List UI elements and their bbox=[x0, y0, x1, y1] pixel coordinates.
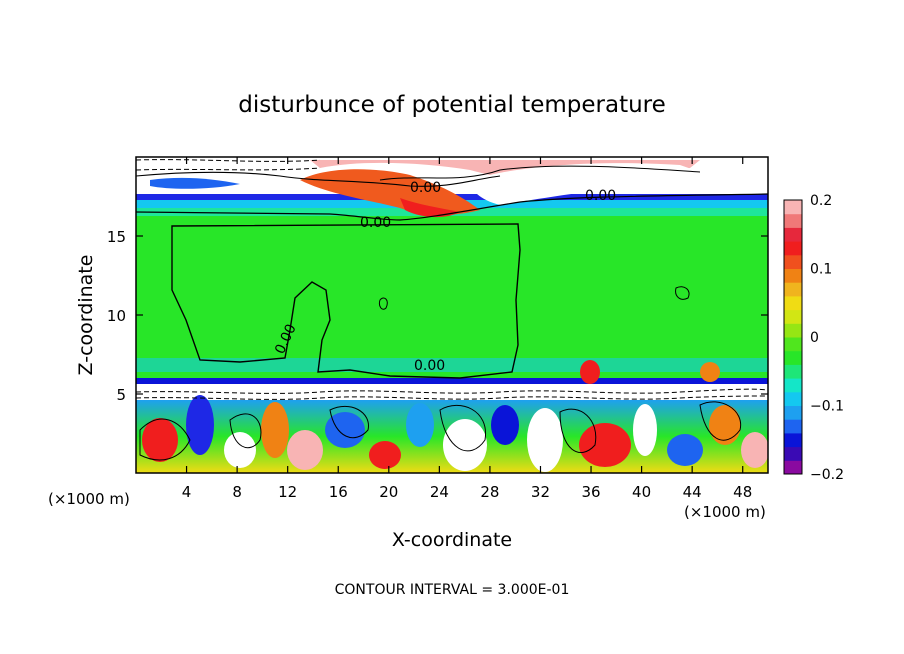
colorbar-segment bbox=[784, 350, 802, 365]
x-axis: 4 8 12 16 20 24 28 32 36 40 44 48 bbox=[182, 157, 752, 501]
x-tick-label: 44 bbox=[683, 483, 702, 501]
colorbar-ticks: 0.2 0.1 0 −0.1 −0.2 bbox=[810, 193, 844, 483]
x-tick-label: 32 bbox=[531, 483, 550, 501]
colorbar bbox=[784, 200, 802, 475]
lower-eddy bbox=[491, 405, 519, 445]
contour-line bbox=[379, 286, 690, 310]
y-tick-label: 5 bbox=[116, 386, 126, 404]
colorbar-segment bbox=[784, 337, 802, 352]
upper-left-cold bbox=[150, 177, 240, 189]
lower-eddy bbox=[709, 405, 741, 445]
colorbar-segment bbox=[784, 200, 802, 215]
plot-area bbox=[136, 157, 768, 473]
upper-warm-core bbox=[400, 198, 460, 218]
colorbar-tick-label: 0 bbox=[810, 330, 819, 346]
colorbar-tick-label: 0.1 bbox=[810, 262, 832, 278]
x-axis-unit-right: (×1000 m) bbox=[684, 503, 766, 521]
chart-title: disturbunce of potential temperature bbox=[238, 92, 666, 118]
contour-label: 0.00 bbox=[414, 358, 445, 374]
colorbar-segment bbox=[784, 446, 802, 461]
colorbar-frame bbox=[783, 199, 803, 475]
contour-label: 0.00 bbox=[360, 215, 391, 231]
upper-warm-patch bbox=[300, 169, 480, 215]
colorbar-tick-label: −0.1 bbox=[810, 399, 844, 415]
colorbar-segment bbox=[784, 419, 802, 434]
x-axis-unit-left: (×1000 m) bbox=[48, 490, 130, 508]
contour-line bbox=[136, 171, 501, 187]
contour-line bbox=[136, 388, 768, 394]
contour-line bbox=[171, 223, 521, 379]
contour-line bbox=[379, 165, 701, 181]
lower-eddy bbox=[287, 430, 323, 470]
colorbar-segment bbox=[784, 405, 802, 420]
x-tick-label: 28 bbox=[480, 483, 499, 501]
colorbar-tick-label: 0.2 bbox=[810, 193, 832, 209]
colorbar-segment bbox=[784, 391, 802, 406]
colorbar-segment bbox=[784, 268, 802, 283]
contour-label: 0.00 bbox=[585, 188, 616, 204]
lower-band-cyan bbox=[136, 358, 768, 372]
x-tick-label: 36 bbox=[581, 483, 600, 501]
lower-eddy bbox=[633, 404, 657, 456]
y-tick-label: 15 bbox=[107, 228, 126, 246]
contour-labels: 0.00 0.00 0.00 0.00 0.00 bbox=[272, 180, 616, 374]
lower-eddy bbox=[741, 432, 768, 468]
lower-eddy bbox=[325, 412, 365, 448]
contour-line bbox=[136, 395, 768, 400]
colorbar-segment bbox=[784, 432, 802, 448]
colorbar-tick-label: −0.2 bbox=[810, 467, 844, 483]
x-tick-label: 40 bbox=[632, 483, 651, 501]
colorbar-segment bbox=[784, 378, 802, 393]
x-axis-label: X-coordinate bbox=[392, 529, 512, 551]
contour-label: 0.00 bbox=[410, 180, 441, 196]
lower-band-white bbox=[136, 384, 768, 400]
colorbar-segment bbox=[784, 213, 802, 228]
contour-line bbox=[139, 401, 742, 461]
lower-eddy bbox=[186, 395, 214, 455]
colorbar-segment bbox=[784, 460, 802, 475]
x-tick-label: 20 bbox=[379, 483, 398, 501]
y-axis: 5 10 15 bbox=[107, 228, 768, 404]
y-axis-label: Z-coordinate bbox=[75, 255, 97, 376]
colorbar-segment bbox=[784, 295, 802, 311]
x-tick-label: 4 bbox=[182, 483, 192, 501]
y-tick-label: 10 bbox=[107, 307, 126, 325]
lower-eddy bbox=[369, 441, 401, 469]
colorbar-segment bbox=[784, 227, 802, 242]
colorbar-segment bbox=[784, 309, 802, 324]
lower-eddy bbox=[224, 432, 256, 468]
lower-eddy bbox=[142, 418, 178, 462]
lower-eddy bbox=[667, 434, 703, 466]
lower-eddy bbox=[527, 408, 563, 472]
colorbar-segment bbox=[784, 282, 802, 297]
colorbar-segment bbox=[784, 323, 802, 338]
x-tick-label: 12 bbox=[278, 483, 297, 501]
lower-band-blue bbox=[136, 378, 768, 384]
x-tick-label: 24 bbox=[430, 483, 449, 501]
lower-eddy bbox=[261, 402, 289, 458]
contour-line bbox=[136, 193, 768, 221]
x-tick-label: 48 bbox=[733, 483, 752, 501]
x-tick-label: 16 bbox=[329, 483, 348, 501]
lower-eddy bbox=[579, 423, 631, 467]
colorbar-segment bbox=[784, 241, 802, 256]
contour-interval-note: CONTOUR INTERVAL = 3.000E-01 bbox=[335, 582, 570, 598]
lower-eddy bbox=[700, 362, 720, 382]
contour-line bbox=[136, 159, 321, 171]
lower-eddy bbox=[580, 360, 600, 384]
colorbar-segment bbox=[784, 254, 802, 269]
lower-eddy bbox=[443, 419, 487, 471]
lower-eddy bbox=[406, 403, 434, 447]
upper-right-white bbox=[470, 163, 700, 205]
colorbar-segment bbox=[784, 364, 802, 379]
x-tick-label: 8 bbox=[232, 483, 242, 501]
